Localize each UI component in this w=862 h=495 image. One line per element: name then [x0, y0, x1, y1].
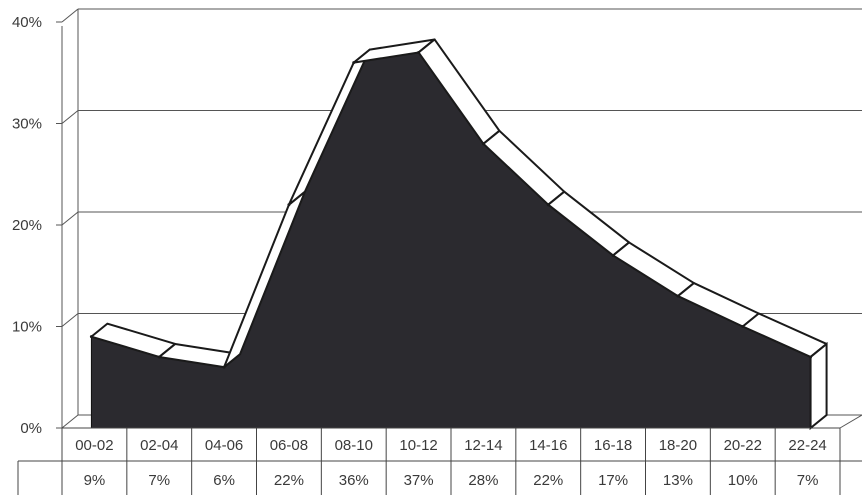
category-label: 14-16 — [529, 437, 567, 454]
data-point — [287, 203, 291, 207]
category-label: 10-12 — [399, 437, 437, 454]
value-label: 28% — [468, 472, 498, 489]
area-series — [89, 38, 828, 431]
category-label: 12-14 — [464, 437, 502, 454]
data-table: 00-02 9% 02-04 7% 04-06 6% 06-08 22% 08-10 36% 10-… — [17, 427, 862, 495]
data-point — [222, 365, 226, 369]
area-fill — [90, 51, 812, 429]
gridline-depth-20 — [61, 211, 79, 226]
category-label: 20-22 — [724, 437, 762, 454]
category-label: 22-24 — [788, 437, 826, 454]
data-point — [809, 355, 813, 359]
category-label: 06-08 — [270, 437, 308, 454]
data-point — [89, 335, 93, 339]
gridline-depth-0 — [61, 414, 79, 429]
value-label: 13% — [663, 472, 693, 489]
value-label: 17% — [598, 472, 628, 489]
data-point — [352, 61, 356, 65]
y-tick-label: 10% — [12, 319, 42, 336]
data-point — [611, 253, 615, 257]
category-label: 04-06 — [205, 437, 243, 454]
data-point — [481, 142, 485, 146]
gridline-depth-10 — [61, 313, 79, 327]
y-tick-label: 0% — [20, 420, 42, 437]
data-point — [546, 203, 550, 207]
value-label: 9% — [84, 472, 106, 489]
value-label: 36% — [339, 472, 369, 489]
side-face — [809, 341, 828, 431]
gridline-depth-30 — [61, 110, 79, 124]
floor-edge — [839, 414, 862, 429]
category-label: 18-20 — [659, 437, 697, 454]
data-point — [417, 50, 421, 54]
y-tick-label: 20% — [12, 217, 42, 234]
data-point — [157, 355, 161, 359]
y-tick-label: 40% — [12, 14, 42, 31]
value-label: 37% — [404, 472, 434, 489]
category-label: 00-02 — [75, 437, 113, 454]
value-label: 7% — [148, 472, 170, 489]
data-point — [676, 294, 680, 298]
data-point — [741, 325, 745, 328]
value-label: 6% — [213, 472, 235, 489]
value-label: 7% — [797, 472, 819, 489]
value-label: 10% — [728, 472, 758, 489]
value-label: 22% — [533, 472, 563, 489]
value-label: 22% — [274, 472, 304, 489]
y-axis: 0% 10% 20% 30% 40% — [12, 14, 62, 437]
category-label: 08-10 — [335, 437, 373, 454]
y-tick-label: 30% — [12, 116, 42, 133]
category-label: 16-18 — [594, 437, 632, 454]
gridline-depth-40 — [61, 8, 79, 23]
category-label: 02-04 — [140, 437, 178, 454]
